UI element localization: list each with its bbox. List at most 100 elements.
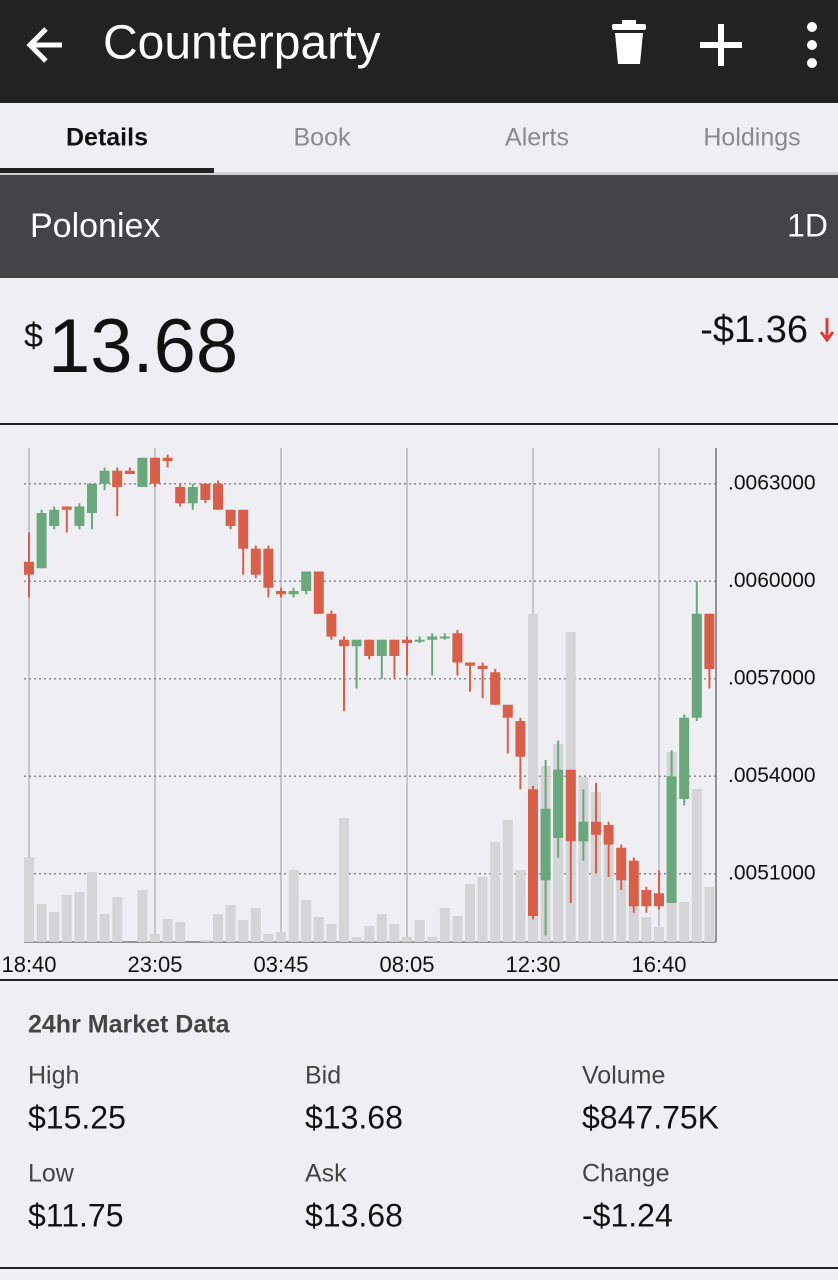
candle-body bbox=[250, 548, 261, 575]
candle-body bbox=[376, 639, 387, 656]
volume-bar bbox=[250, 907, 261, 942]
volume-bar bbox=[502, 819, 513, 942]
delete-button[interactable] bbox=[612, 20, 646, 64]
candle-body bbox=[477, 665, 488, 669]
market-title: 24hr Market Data bbox=[28, 1011, 231, 1039]
volume-bar bbox=[389, 923, 400, 942]
candle-body bbox=[288, 591, 299, 595]
x-tick-label: 03:45 bbox=[253, 952, 308, 977]
candle-body bbox=[162, 457, 173, 461]
volume-bar bbox=[36, 903, 47, 942]
candle-body bbox=[36, 513, 47, 569]
volume-bar bbox=[679, 901, 690, 942]
candle-body bbox=[465, 662, 475, 666]
x-tick-label: 23:05 bbox=[127, 952, 182, 977]
volume-bar bbox=[326, 923, 337, 942]
stat-value: $13.68 bbox=[305, 1197, 403, 1233]
candle-body bbox=[187, 487, 198, 504]
candle-body bbox=[616, 847, 627, 881]
candle-body bbox=[628, 860, 639, 907]
candle-body bbox=[666, 776, 677, 903]
stat-value: $847.75K bbox=[582, 1099, 719, 1135]
stat-label: Change bbox=[582, 1160, 670, 1188]
candle-body bbox=[351, 639, 362, 647]
exchange-bar bbox=[0, 175, 838, 278]
candle-body bbox=[175, 487, 186, 504]
volume-bar bbox=[99, 913, 110, 942]
volume-bar bbox=[150, 933, 160, 942]
volume-bar bbox=[364, 925, 375, 942]
candle-body bbox=[427, 636, 438, 640]
candle-body bbox=[452, 633, 463, 663]
bottom-border bbox=[0, 1267, 838, 1269]
currency-symbol: $ bbox=[24, 317, 43, 355]
volume-bar bbox=[427, 936, 438, 942]
down-arrow bbox=[819, 318, 835, 343]
volume-bar bbox=[465, 883, 475, 942]
stat-label: Bid bbox=[305, 1062, 341, 1090]
candle-body bbox=[301, 571, 312, 591]
candle-body bbox=[24, 561, 34, 575]
candle-body bbox=[389, 639, 400, 656]
candle-body bbox=[99, 470, 110, 484]
volume-bar bbox=[704, 886, 715, 942]
candle-body bbox=[691, 613, 702, 718]
price: 13.68 bbox=[48, 304, 238, 389]
volume-bar bbox=[313, 916, 324, 942]
volume-bar bbox=[175, 921, 186, 942]
volume-bar bbox=[490, 841, 501, 942]
volume-bar bbox=[49, 911, 60, 942]
candle-body bbox=[515, 721, 526, 757]
candle-body bbox=[326, 613, 337, 637]
tab[interactable]: Details bbox=[66, 124, 148, 152]
candle-body bbox=[238, 509, 249, 549]
app-bar bbox=[0, 0, 838, 103]
candle-body bbox=[150, 457, 160, 484]
volume-bar bbox=[515, 869, 526, 942]
chart-bottom-border bbox=[0, 979, 838, 981]
candle-body bbox=[263, 548, 274, 588]
volume-bar bbox=[87, 871, 97, 942]
volume-bar bbox=[691, 788, 702, 942]
tab-divider bbox=[0, 172, 838, 175]
volume-bar bbox=[414, 919, 425, 942]
app-title: Counterparty bbox=[103, 17, 380, 70]
tab[interactable]: Alerts bbox=[505, 124, 569, 152]
add-button[interactable] bbox=[700, 24, 742, 66]
candle-body bbox=[49, 509, 60, 526]
tab-indicator bbox=[0, 168, 214, 173]
tab[interactable]: Book bbox=[294, 124, 351, 152]
candle-body bbox=[414, 639, 425, 642]
volume-bar bbox=[137, 889, 148, 942]
candle-body bbox=[654, 893, 664, 907]
stat-value: $11.75 bbox=[28, 1197, 124, 1233]
tab[interactable]: Holdings bbox=[703, 124, 800, 152]
candle-body bbox=[402, 639, 412, 643]
back-button[interactable] bbox=[26, 27, 62, 63]
volume-bar bbox=[213, 913, 223, 942]
stat-label: High bbox=[28, 1062, 79, 1090]
stat-label: Volume bbox=[582, 1062, 665, 1090]
candle-body bbox=[313, 571, 324, 614]
volume-bar bbox=[288, 869, 299, 942]
volume-bar bbox=[74, 891, 85, 942]
volume-bar bbox=[301, 899, 312, 942]
volume-bar bbox=[376, 913, 387, 942]
volume-bar bbox=[616, 876, 627, 942]
candle-body bbox=[528, 789, 538, 916]
candle-body bbox=[87, 483, 97, 513]
candle-body bbox=[565, 769, 576, 842]
volume-bar bbox=[112, 896, 123, 942]
interval[interactable]: 1D bbox=[787, 207, 828, 243]
candle-body bbox=[276, 591, 286, 595]
x-tick-label: 16:40 bbox=[631, 952, 686, 977]
volume-bar bbox=[263, 933, 274, 942]
candle-body bbox=[137, 457, 148, 487]
candle-body bbox=[502, 704, 513, 718]
volume-bar bbox=[61, 894, 72, 942]
menu-button[interactable] bbox=[807, 22, 817, 68]
stat-value: $13.68 bbox=[305, 1099, 403, 1135]
candle-body bbox=[641, 890, 652, 907]
